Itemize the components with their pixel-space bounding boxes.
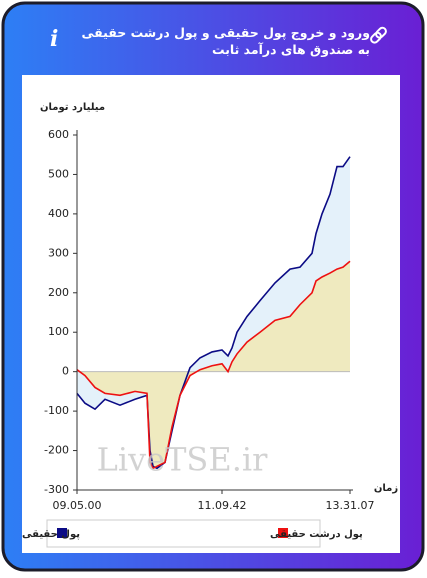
y-tick-label: 200	[48, 286, 69, 299]
y-tick-label: 600	[48, 128, 69, 141]
series-line	[76, 156, 351, 470]
legend-swatch	[57, 528, 67, 538]
area	[77, 261, 350, 469]
y-tick-label: 100	[48, 325, 69, 338]
y-tick-label: -300	[44, 483, 69, 496]
legend-label: پول درشت حقیقی	[270, 529, 363, 540]
info-icon[interactable]: i	[50, 26, 58, 52]
legend	[46, 519, 321, 548]
x-tick-label: 11.09.42	[198, 499, 247, 512]
y-tick-label: 0	[62, 365, 69, 378]
x-tick-label: 13.31.07	[326, 499, 375, 512]
y-tick-label: 300	[48, 246, 69, 259]
x-tick-label: 09.05.00	[53, 499, 102, 512]
series-line	[76, 260, 351, 470]
y-tick-label: 400	[48, 207, 69, 220]
link-icon[interactable]	[370, 26, 388, 44]
legend-label: پول حقیقی	[22, 529, 80, 540]
y-tick-label: -100	[44, 404, 69, 417]
y-axis-title: میلیارد تومان	[40, 102, 105, 113]
legend-swatch	[278, 528, 288, 538]
y-tick-label: 500	[48, 167, 69, 180]
watermark: LiveTSE.ir	[97, 441, 269, 479]
x-axis-title: زمان	[374, 483, 398, 494]
title: ورود و خروج پول حقیقی و پول درشت حقیقی ب…	[81, 25, 370, 57]
y-tick-label: -200	[44, 444, 69, 457]
